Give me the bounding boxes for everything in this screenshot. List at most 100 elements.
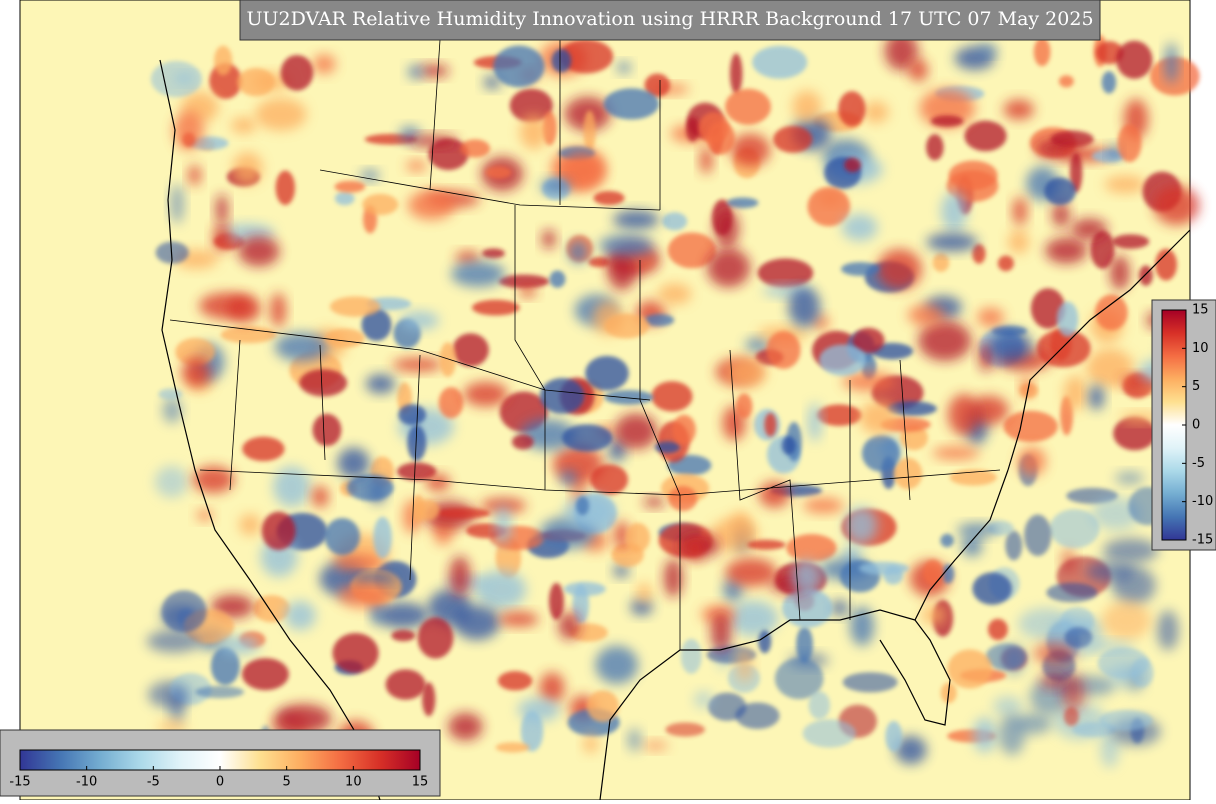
field-blob <box>774 657 824 700</box>
field-blob <box>706 247 751 288</box>
field-blob <box>595 645 639 684</box>
field-blob <box>192 466 235 494</box>
field-blob <box>985 643 1027 671</box>
field-blob <box>630 598 653 616</box>
tick-label: 10 <box>345 775 362 790</box>
field-blob <box>627 728 642 752</box>
field-blob <box>642 740 669 751</box>
field-blob <box>1095 294 1128 331</box>
field-blob <box>563 581 606 597</box>
field-blob <box>1033 37 1051 67</box>
field-blob <box>498 611 539 627</box>
tick-label: 0 <box>1192 418 1200 433</box>
field-blob <box>1157 610 1179 651</box>
tick-label: -10 <box>76 775 97 790</box>
field-blob <box>997 255 1014 272</box>
field-blob <box>255 97 307 131</box>
field-blob <box>727 197 759 209</box>
field-blob <box>1108 144 1121 160</box>
field-blob <box>752 45 808 79</box>
field-blob <box>651 381 693 412</box>
field-blob <box>665 722 706 737</box>
field-blob <box>495 504 511 546</box>
field-blob <box>706 121 736 155</box>
title: UU2DVAR Relative Humidity Innovation usi… <box>246 8 1093 30</box>
field-blob <box>585 355 629 391</box>
field-blob <box>481 248 505 259</box>
field-blob <box>312 485 329 508</box>
field-blob <box>351 573 397 584</box>
field-blob <box>324 517 360 556</box>
field-blob <box>693 691 714 708</box>
field-blob <box>791 559 822 596</box>
tick-label: 5 <box>1192 379 1200 394</box>
field-blob <box>667 232 717 269</box>
field-blob <box>932 253 950 272</box>
field-blob <box>840 262 880 276</box>
field-blob <box>725 88 771 125</box>
field-blob <box>1071 218 1108 240</box>
field-blob <box>657 283 692 305</box>
field-blob <box>940 533 954 548</box>
field-blob <box>1164 42 1178 84</box>
field-blob <box>1060 606 1095 635</box>
field-blob <box>483 75 501 89</box>
field-blob <box>802 497 844 514</box>
field-blob <box>1012 196 1028 226</box>
field-blob <box>1017 446 1046 477</box>
field-blob <box>485 166 512 179</box>
field-blob <box>1110 255 1130 291</box>
field-blob <box>710 517 758 552</box>
field-blob <box>242 436 285 462</box>
field-blob <box>961 535 983 557</box>
field-blob <box>519 285 537 298</box>
field-blob <box>449 556 471 596</box>
field-blob <box>894 735 927 765</box>
field-blob <box>173 73 195 84</box>
field-blob <box>863 101 889 124</box>
field-blob <box>332 633 379 674</box>
field-blob <box>576 496 590 516</box>
field-blob <box>493 45 545 88</box>
field-blob <box>1104 175 1147 194</box>
field-blob <box>745 337 772 352</box>
field-blob <box>699 146 713 174</box>
field-blob <box>520 418 576 451</box>
field-blob <box>726 358 767 387</box>
field-blob <box>948 160 998 191</box>
field-blob <box>517 697 561 722</box>
field-blob <box>838 91 866 127</box>
field-blob <box>613 564 630 578</box>
field-blob <box>964 120 1007 152</box>
field-blob <box>450 261 506 287</box>
tick-label: -5 <box>1192 456 1205 471</box>
field-blob <box>992 696 1023 716</box>
field-blob <box>802 719 856 748</box>
field-blob <box>687 537 703 561</box>
field-blob <box>607 252 637 291</box>
field-blob <box>173 111 204 151</box>
field-blob <box>226 294 262 323</box>
field-blob <box>852 327 885 353</box>
field-blob <box>215 193 228 225</box>
field-blob <box>346 474 394 501</box>
field-blob <box>926 134 944 161</box>
field-blob <box>560 470 578 486</box>
field-blob <box>275 170 296 206</box>
field-blob <box>241 658 289 691</box>
field-blob <box>213 223 231 253</box>
field-blob <box>495 742 530 753</box>
field-blob <box>453 605 501 640</box>
field-blob <box>972 572 1012 605</box>
field-blob <box>398 404 427 426</box>
field-blob <box>949 469 997 486</box>
field-blob <box>419 64 450 78</box>
field-blob <box>593 190 625 206</box>
field-blob <box>498 274 550 289</box>
field-blob <box>729 53 743 94</box>
field-blob <box>155 241 189 264</box>
field-blob <box>219 636 261 655</box>
field-blob <box>511 434 534 450</box>
field-blob <box>908 58 928 82</box>
field-blob <box>972 243 986 264</box>
